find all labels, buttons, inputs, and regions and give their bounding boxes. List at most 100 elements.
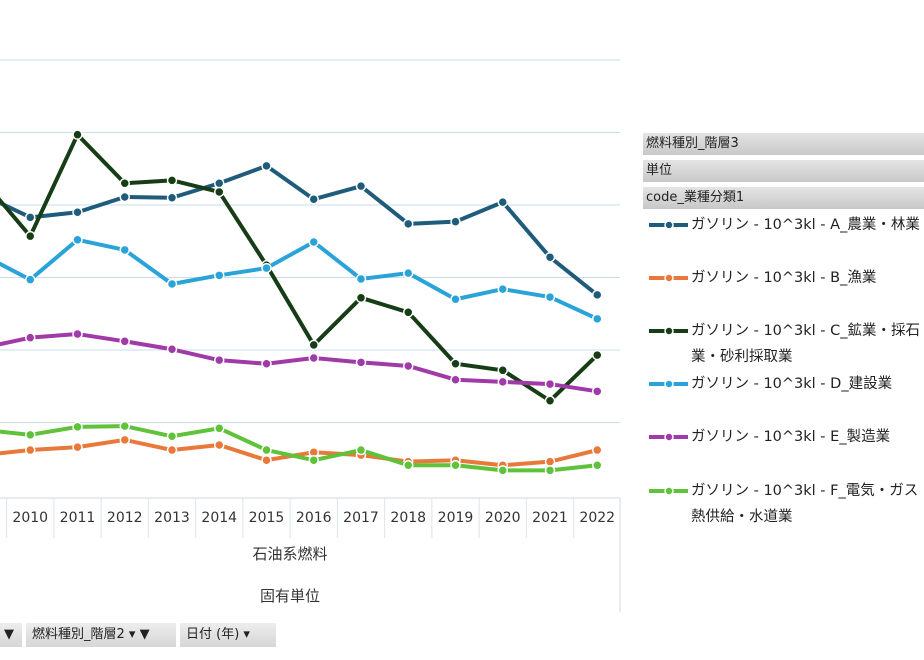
point [72, 129, 83, 140]
series-line [0, 237, 599, 321]
filter-label: 日付 (年) [186, 627, 240, 642]
point [592, 313, 603, 325]
point [72, 441, 83, 453]
point [166, 431, 178, 442]
point [214, 354, 225, 366]
point [119, 178, 130, 189]
point [544, 395, 556, 406]
point [403, 360, 414, 372]
x-tick-label: 2019 [438, 510, 474, 526]
x-tick-label: 2011 [60, 510, 96, 526]
point [261, 262, 272, 274]
x-tick-label: 2013 [154, 510, 190, 526]
point [592, 460, 603, 471]
legend-swatch [649, 432, 688, 442]
point [72, 207, 83, 218]
series-line [0, 163, 599, 297]
point [214, 439, 225, 451]
point [308, 193, 319, 205]
legend-item[interactable]: ガソリン - 10^3kl - C_鉱業・採石業・砂利採取業 [648, 318, 924, 370]
point [592, 289, 603, 301]
x-tick-label: 2015 [249, 510, 285, 526]
point [497, 365, 508, 376]
series-line [0, 424, 598, 473]
point [261, 444, 272, 456]
point [119, 434, 130, 446]
point [544, 456, 556, 467]
legend-label: ガソリン - 10^3kl - C_鉱業・採石業・砂利採取業 [691, 323, 921, 365]
point [166, 175, 178, 186]
filter-button[interactable]: 日付 (年) ▾ [180, 623, 276, 647]
point [25, 212, 36, 223]
legend-swatch [649, 379, 688, 389]
point [355, 444, 367, 456]
x-group-label: 固有単位 [259, 587, 320, 605]
series-line [0, 437, 598, 468]
legend-item[interactable]: ガソリン - 10^3kl - B_漁業 [648, 265, 924, 291]
x-tick-label: 2016 [296, 510, 332, 526]
point [119, 420, 130, 432]
point [72, 421, 83, 433]
x-tick-label: 2021 [532, 510, 568, 526]
x-tick-label: 2018 [390, 510, 426, 526]
point [450, 374, 461, 385]
legend-swatch [649, 326, 688, 336]
point [214, 270, 225, 281]
legend-swatch [649, 220, 688, 230]
point [214, 178, 225, 189]
point [403, 460, 414, 471]
point [166, 344, 178, 355]
point [450, 358, 461, 370]
point [214, 186, 225, 198]
point [261, 454, 272, 466]
legend-item[interactable]: ガソリン - 10^3kl - F_電気・ガス・熱供給・水道業 [648, 478, 924, 530]
x-tick-label: 2009 [0, 510, 1, 526]
point [544, 378, 556, 390]
legend-item[interactable]: ガソリン - 10^3kl - E_製造業 [648, 424, 924, 450]
point [592, 444, 603, 456]
point [544, 291, 556, 303]
point [308, 352, 319, 364]
point [592, 386, 603, 397]
filter-icon[interactable]: ▼ [0, 623, 22, 647]
point [119, 191, 130, 203]
point [403, 218, 414, 230]
point [25, 444, 36, 456]
point [544, 465, 556, 476]
x-tick-label: 2014 [201, 510, 237, 526]
legend-label: ガソリン - 10^3kl - B_漁業 [691, 270, 877, 286]
filter-label: 燃料種別_階層2 [32, 627, 125, 642]
chart: 2009 2010 2011 2012 2013 2014 2015 2016 2017 2018… [0, 59, 621, 612]
point [72, 328, 83, 340]
filter-button[interactable]: 燃料種別_階層2 ▾ ▼ [26, 623, 176, 647]
point [261, 358, 272, 370]
x-tick-label: 2020 [485, 510, 521, 526]
point [355, 273, 367, 285]
point [72, 234, 83, 246]
point [497, 283, 508, 295]
point [166, 278, 178, 290]
point [308, 454, 319, 466]
legend-label: ガソリン - 10^3kl - D_建設業 [691, 376, 893, 392]
legend-label: ガソリン - 10^3kl - A_農業・林業 [691, 217, 920, 233]
legend-label: ガソリン - 10^3kl - F_電気・ガス・熱供給・水道業 [691, 483, 924, 525]
point [497, 196, 508, 208]
x-tick-label: 2010 [12, 510, 48, 526]
x-tick-label: 2022 [579, 510, 615, 526]
point [450, 294, 461, 305]
point [355, 357, 367, 368]
point [450, 460, 461, 471]
legend-header: code_業種分類1 [643, 187, 924, 209]
point [25, 274, 36, 285]
legend-swatch [649, 486, 688, 496]
legend-header: 単位 [643, 160, 924, 182]
legend-item[interactable]: ガソリン - 10^3kl - A_農業・林業 [648, 212, 924, 238]
point [355, 292, 367, 304]
point [119, 336, 130, 347]
point [25, 332, 36, 343]
point [166, 192, 178, 203]
point [119, 244, 130, 256]
legend-item[interactable]: ガソリン - 10^3kl - D_建設業 [648, 371, 924, 397]
x-tick-label: 2017 [343, 510, 379, 526]
